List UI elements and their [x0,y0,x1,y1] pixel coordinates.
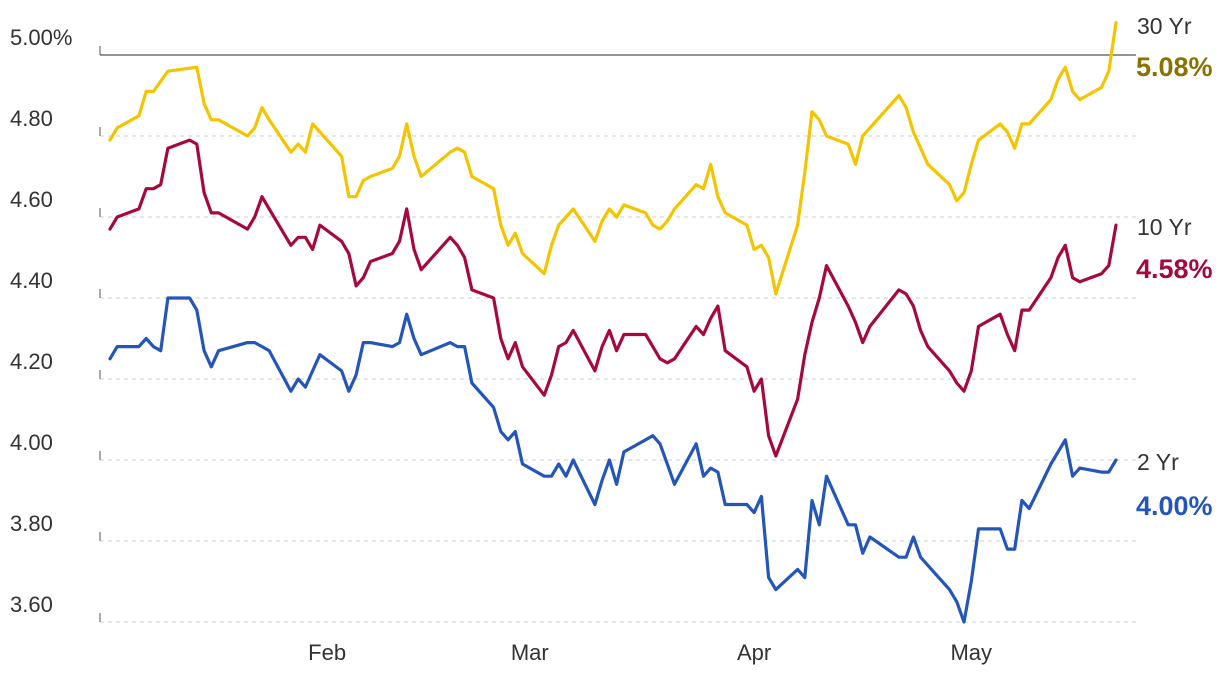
y-tick-label: 3.60 [10,592,53,617]
y-tick-label: 4.40 [10,268,53,293]
x-tick-label: Feb [308,640,346,665]
series-name-label: 10 Yr [1137,214,1192,240]
x-axis-labels: Feb Mar Apr May [308,640,992,665]
y-tick-label: 4.00 [10,430,53,455]
series-name-label: 30 Yr [1137,13,1192,39]
x-tick-label: Mar [511,640,549,665]
gridlines [99,46,1136,623]
series-last-value-label: 5.08% [1136,52,1213,82]
series-line-10-yr-line [108,138,1118,458]
series-end-labels: 30 Yr 5.08% 10 Yr 4.58% 2 Yr 4.00% [1136,13,1213,521]
series-lines [108,21,1118,624]
x-tick-label: Apr [737,640,771,665]
y-tick-label: 5.00% [10,25,72,50]
series-last-value-label: 4.00% [1136,491,1213,521]
y-axis-labels: 3.60 3.80 4.00 4.20 4.40 4.60 4.80 5.00% [10,25,72,617]
series-line-2-yr-line [108,296,1118,624]
y-tick-label: 4.20 [10,349,53,374]
series-last-value-label: 4.58% [1136,254,1213,284]
x-tick-label: May [950,640,992,665]
y-tick-label: 4.80 [10,106,53,131]
series-name-label: 2 Yr [1137,449,1179,475]
y-tick-label: 3.80 [10,511,53,536]
series-line-30-yr-line [108,21,1118,296]
y-tick-label: 4.60 [10,187,53,212]
